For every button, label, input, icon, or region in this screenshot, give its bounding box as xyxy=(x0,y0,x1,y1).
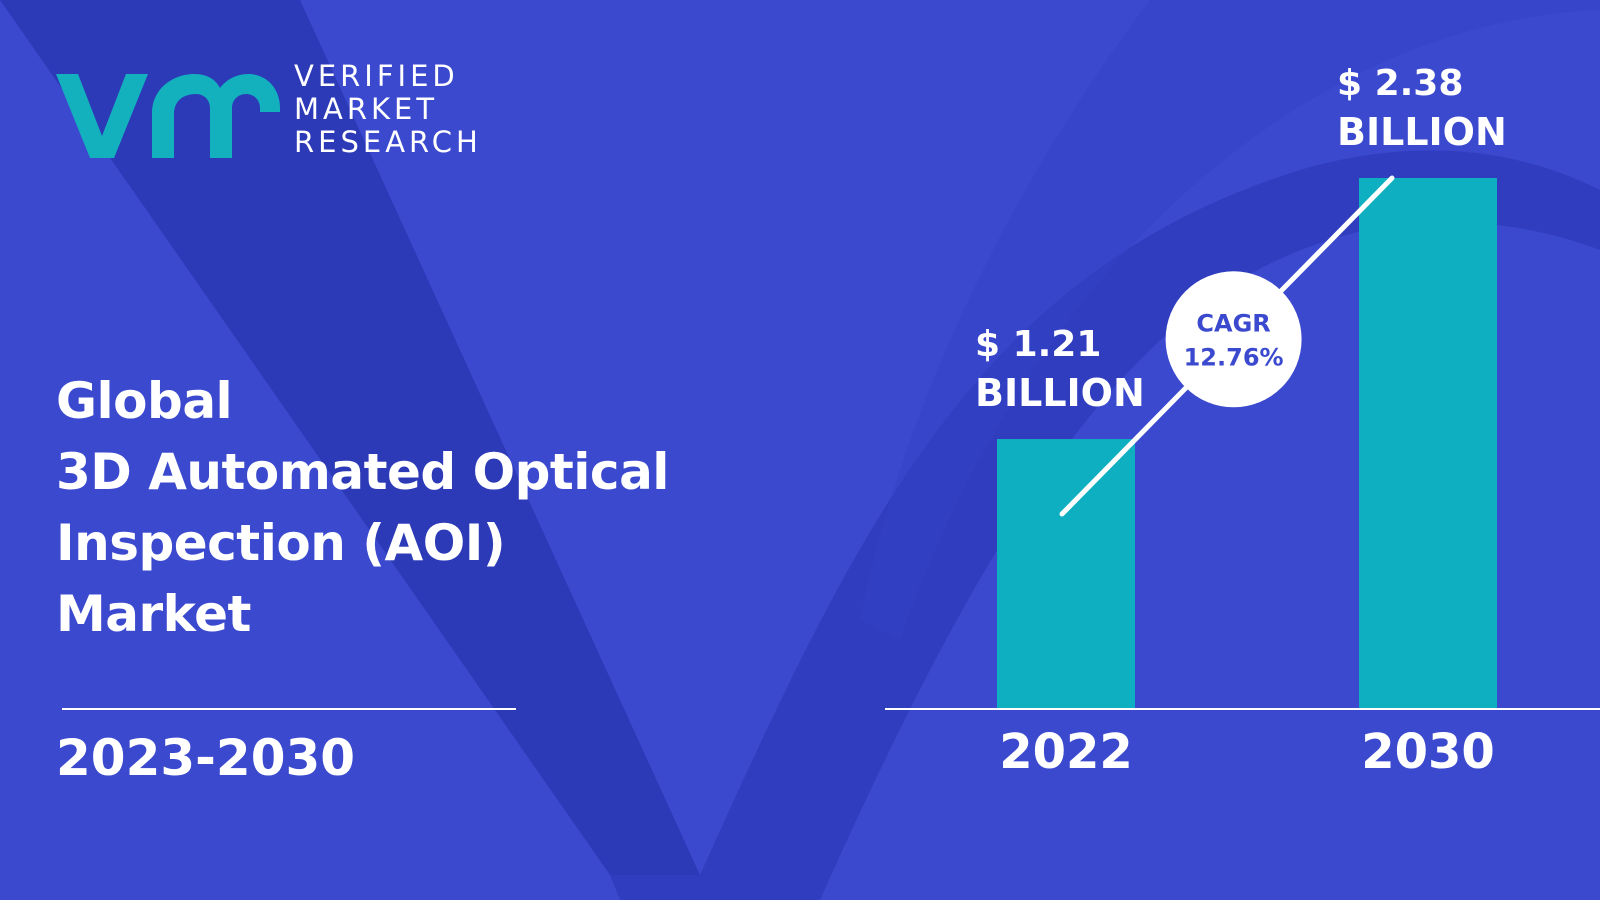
year-label-2022: 2022 xyxy=(999,724,1133,780)
brand-name-line-1: VERIFIED xyxy=(294,59,459,93)
value-label-2022-line-1: $ 1.21 xyxy=(975,324,1101,365)
bar-2022 xyxy=(997,439,1135,709)
brand-name: VERIFIED MARKET RESEARCH xyxy=(294,60,482,159)
bar-2030 xyxy=(1359,178,1497,709)
background-left-stroke xyxy=(0,0,700,875)
title-divider xyxy=(62,708,516,710)
vmr-logo-icon xyxy=(56,74,280,158)
title-line-4: Market xyxy=(56,585,251,643)
value-label-2030-line-2: BILLION xyxy=(1337,110,1507,154)
value-label-2030-line-1: $ 2.38 xyxy=(1337,63,1463,104)
cagr-trend: CAGR 12.76% xyxy=(1059,175,1395,517)
year-label-2030: 2030 xyxy=(1361,724,1495,780)
background-right-stroke xyxy=(610,150,1600,900)
brand-logo: VERIFIED MARKET RESEARCH xyxy=(52,56,492,166)
bar-group xyxy=(997,178,1497,709)
forecast-period: 2023-2030 xyxy=(56,729,356,787)
title-line-3: Inspection (AOI) xyxy=(56,514,506,572)
chart-labels: $ 1.21 BILLION 2022 $ 2.38 BILLION 2030 xyxy=(975,63,1507,780)
value-label-2022-line-2: BILLION xyxy=(975,371,1145,415)
title-line-2: 3D Automated Optical xyxy=(56,443,669,501)
report-title: Global 3D Automated Optical Inspection (… xyxy=(56,366,696,650)
brand-name-line-3: RESEARCH xyxy=(294,125,482,159)
cagr-badge xyxy=(1165,271,1302,408)
background-right-arc xyxy=(860,0,1600,640)
brand-name-line-2: MARKET xyxy=(294,92,439,126)
cagr-text-line-2: 12.76% xyxy=(1184,343,1284,371)
cagr-text-line-1: CAGR xyxy=(1196,309,1270,337)
title-line-1: Global xyxy=(56,372,233,430)
